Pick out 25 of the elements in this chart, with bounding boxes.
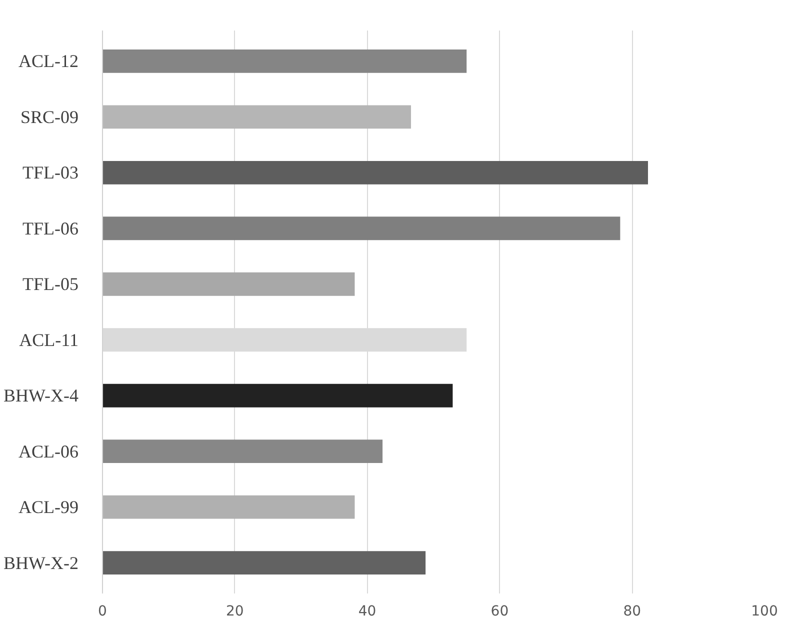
x-tick-label: 20: [226, 604, 244, 620]
y-tick-label: ACL-06: [18, 441, 79, 462]
x-tick-label: 40: [358, 604, 376, 620]
y-tick-label: TFL-05: [22, 274, 79, 294]
bar: [102, 105, 411, 129]
bar: [102, 440, 383, 464]
y-tick-label: TFL-03: [22, 162, 79, 183]
x-tick-label: 0: [98, 604, 107, 620]
y-tick-label: SRC-09: [20, 106, 79, 127]
y-tick-label: BHW-X-2: [4, 552, 79, 573]
y-tick-label: ACL-99: [18, 497, 79, 518]
y-tick-label: BHW-X-4: [4, 386, 79, 406]
bar: [102, 160, 648, 184]
x-tick-label: 60: [490, 604, 509, 620]
bar: [102, 216, 620, 240]
y-tick-label: ACL-12: [18, 51, 79, 72]
x-tick-label: 80: [623, 604, 642, 620]
bar: [102, 551, 426, 575]
y-tick-label: TFL-06: [22, 218, 79, 238]
y-tick-label: ACL-11: [19, 330, 78, 350]
bar: [102, 384, 453, 408]
bar: [102, 495, 355, 519]
bar: [102, 49, 467, 73]
x-tick-label: 100: [751, 604, 778, 620]
bar: [102, 272, 355, 296]
